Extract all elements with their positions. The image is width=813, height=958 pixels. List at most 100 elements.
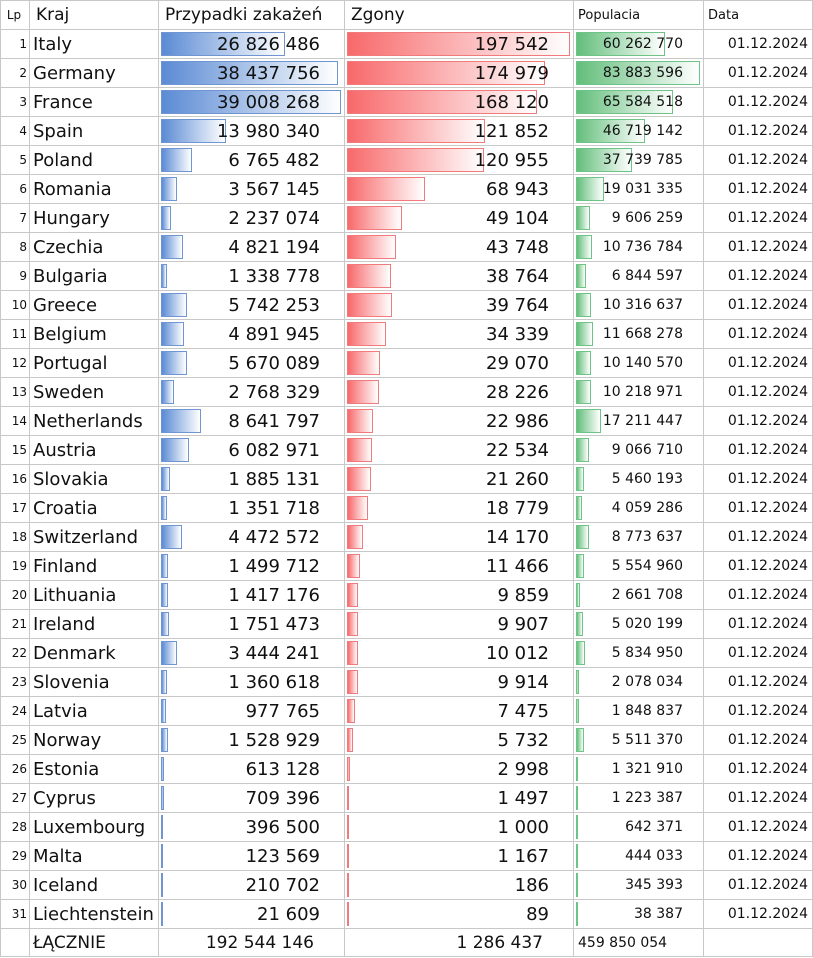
row-cases-bar [161, 351, 187, 375]
row-cases-bar [161, 728, 168, 752]
row-cases-value: 26 826 486 [216, 33, 320, 55]
row-deaths: 9 907 [344, 609, 574, 639]
row-country: Lithuania [29, 580, 159, 610]
row-population: 11 668 278 [573, 319, 704, 349]
row-population-value: 10 218 971 [602, 384, 683, 400]
row-country: France [29, 87, 159, 117]
row-population-value: 10 140 570 [602, 355, 683, 371]
row-date: 01.12.2024 [703, 812, 813, 842]
row-lp: 7 [0, 203, 30, 233]
row-deaths-bar [347, 554, 360, 578]
row-population-value: 1 848 837 [611, 703, 683, 719]
row-date: 01.12.2024 [703, 696, 813, 726]
row-deaths: 89 [344, 899, 574, 929]
row-cases-value: 39 008 268 [216, 91, 320, 113]
row-population-value: 9 606 259 [611, 210, 683, 226]
row-population: 10 736 784 [573, 232, 704, 262]
row-cases: 1 751 473 [158, 609, 345, 639]
row-deaths: 49 104 [344, 203, 574, 233]
row-country: Austria [29, 435, 159, 465]
row-cases-value: 210 702 [245, 874, 320, 896]
row-cases-bar [161, 293, 187, 317]
row-cases-value: 5 742 253 [228, 294, 320, 316]
row-population-bar [576, 728, 584, 752]
row-cases-bar [161, 409, 201, 433]
row-population-bar [576, 699, 579, 723]
row-population-value: 2 078 034 [611, 674, 683, 690]
row-date: 01.12.2024 [703, 435, 813, 465]
table-body: 1 Italy 26 826 486 197 542 60 262 770 01.12.2… [0, 29, 813, 929]
row-population-bar [576, 177, 604, 201]
row-deaths-bar [347, 293, 392, 317]
row-deaths-value: 2 998 [497, 758, 549, 780]
row-population: 9 066 710 [573, 435, 704, 465]
row-cases: 1 885 131 [158, 464, 345, 494]
row-date: 01.12.2024 [703, 667, 813, 697]
row-lp: 17 [0, 493, 30, 523]
row-deaths: 186 [344, 870, 574, 900]
row-deaths-bar [347, 148, 484, 172]
row-population-bar [576, 496, 582, 520]
row-cases: 1 417 176 [158, 580, 345, 610]
row-population-value: 2 661 708 [611, 587, 683, 603]
row-deaths-bar [347, 235, 396, 259]
row-deaths-value: 9 914 [497, 671, 549, 693]
row-deaths: 29 070 [344, 348, 574, 378]
row-deaths-value: 11 466 [486, 555, 549, 577]
row-lp: 25 [0, 725, 30, 755]
row-cases-value: 1 885 131 [228, 468, 320, 490]
row-lp: 31 [0, 899, 30, 929]
row-cases: 21 609 [158, 899, 345, 929]
row-lp: 23 [0, 667, 30, 697]
row-country: Luxembourg [29, 812, 159, 842]
row-population-value: 4 059 286 [611, 500, 683, 516]
row-cases-value: 1 338 778 [228, 265, 320, 287]
table-row: 14 Netherlands 8 641 797 22 986 17 211 447 01… [0, 406, 813, 436]
row-lp: 15 [0, 435, 30, 465]
row-population-value: 19 031 335 [602, 181, 683, 197]
row-population-value: 38 387 [634, 906, 683, 922]
row-cases-value: 8 641 797 [228, 410, 320, 432]
row-population-value: 17 211 447 [602, 413, 683, 429]
row-cases-bar [161, 119, 226, 143]
row-cases-bar [161, 61, 338, 85]
row-cases-bar [161, 583, 168, 607]
row-population: 345 393 [573, 870, 704, 900]
row-deaths-value: 39 764 [486, 294, 549, 316]
row-cases-value: 13 980 340 [216, 120, 320, 142]
row-deaths-value: 9 907 [497, 613, 549, 635]
row-date: 01.12.2024 [703, 609, 813, 639]
row-population-value: 10 736 784 [602, 239, 683, 255]
row-population-bar [576, 61, 700, 85]
row-cases: 123 569 [158, 841, 345, 871]
row-lp: 9 [0, 261, 30, 291]
row-cases-bar [161, 699, 166, 723]
row-deaths: 1 167 [344, 841, 574, 871]
table-row: 10 Greece 5 742 253 39 764 10 316 637 01.12.2… [0, 290, 813, 320]
row-deaths: 38 764 [344, 261, 574, 291]
row-country: Cyprus [29, 783, 159, 813]
row-population-bar [576, 148, 632, 172]
row-population-value: 5 834 950 [611, 645, 683, 661]
row-lp: 14 [0, 406, 30, 436]
row-cases: 39 008 268 [158, 87, 345, 117]
row-population: 10 140 570 [573, 348, 704, 378]
row-population: 5 834 950 [573, 638, 704, 668]
row-cases-value: 1 360 618 [228, 671, 320, 693]
row-country: Belgium [29, 319, 159, 349]
row-deaths-bar [347, 61, 545, 85]
row-deaths: 2 998 [344, 754, 574, 784]
table-row: 13 Sweden 2 768 329 28 226 10 218 971 01.12.2… [0, 377, 813, 407]
row-population-value: 444 033 [625, 848, 683, 864]
row-population: 2 078 034 [573, 667, 704, 697]
row-deaths: 39 764 [344, 290, 574, 320]
row-cases: 6 082 971 [158, 435, 345, 465]
row-deaths: 14 170 [344, 522, 574, 552]
row-date: 01.12.2024 [703, 783, 813, 813]
row-deaths: 28 226 [344, 377, 574, 407]
row-date: 01.12.2024 [703, 203, 813, 233]
row-deaths: 7 475 [344, 696, 574, 726]
row-deaths-bar [347, 380, 379, 404]
row-cases-bar [161, 177, 177, 201]
row-deaths: 121 852 [344, 116, 574, 146]
